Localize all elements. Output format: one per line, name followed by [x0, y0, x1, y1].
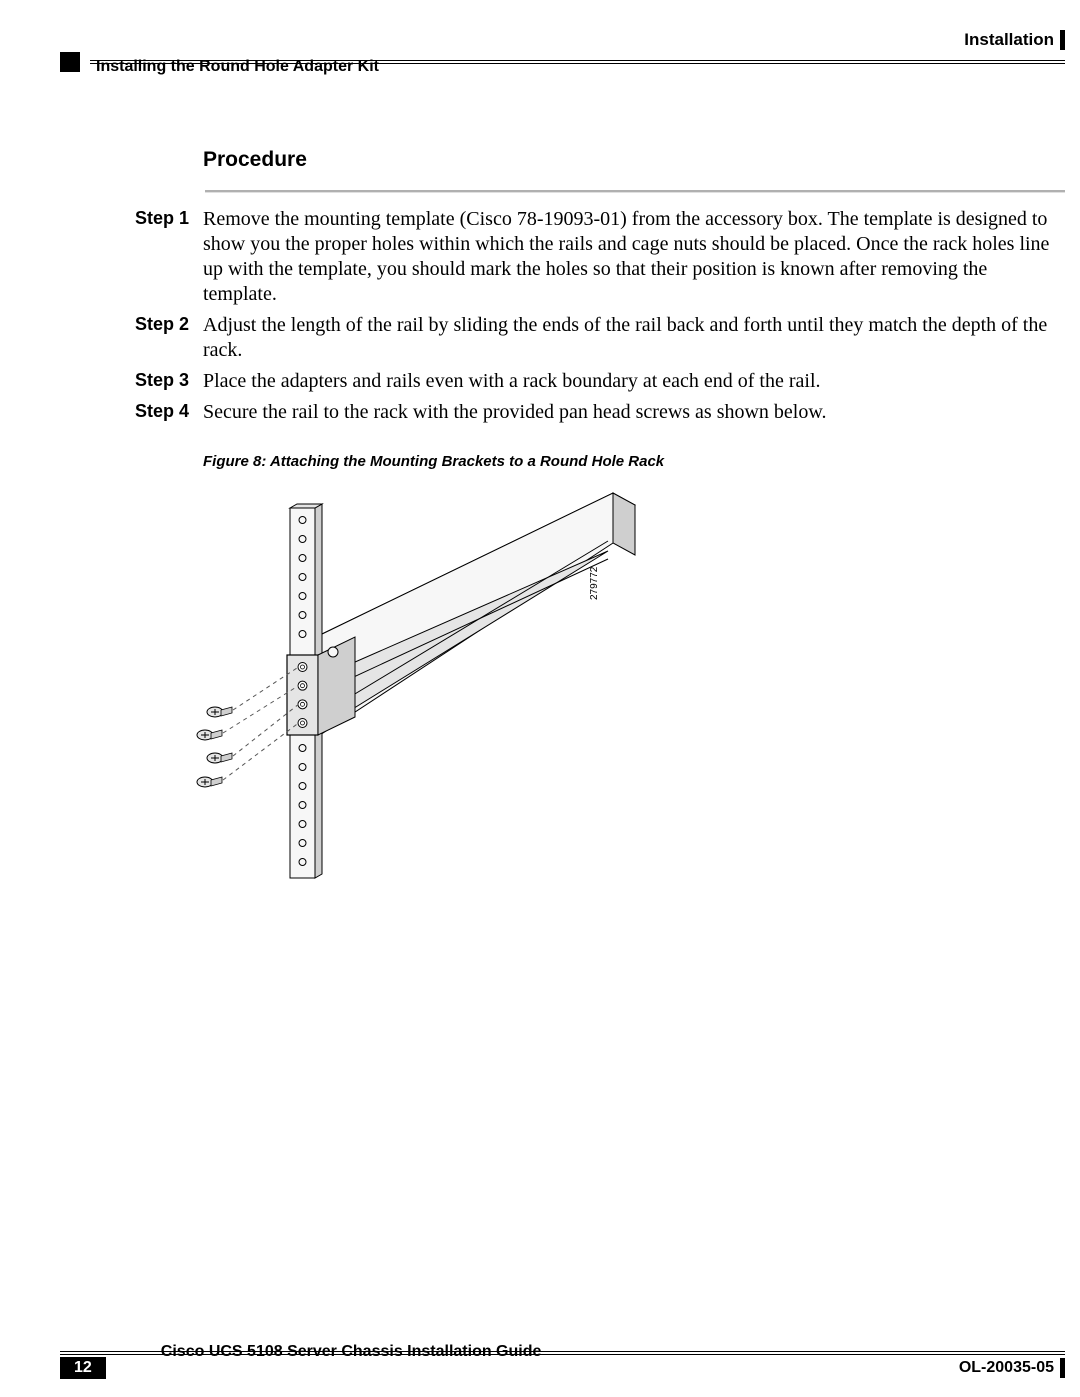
procedure-heading: Procedure [203, 148, 1065, 172]
figure-illustration: 279772 [195, 490, 1065, 891]
step-row: Step 3Place the adapters and rails even … [135, 369, 1065, 394]
procedure-divider [205, 190, 1065, 193]
footer-row: 12 Cisco UCS 5108 Server Chassis Install… [60, 1357, 1080, 1379]
chapter-title-container: Installation [964, 30, 1065, 50]
chapter-title: Installation [964, 30, 1054, 50]
chapter-title-bar [1060, 30, 1065, 50]
page-footer: 12 Cisco UCS 5108 Server Chassis Install… [60, 1351, 1080, 1379]
figure-caption: Figure 8: Attaching the Mounting Bracket… [203, 453, 1065, 470]
page-content: Procedure Step 1Remove the mounting temp… [135, 148, 1065, 891]
step-text: Remove the mounting template (Cisco 78-1… [203, 207, 1065, 307]
step-label: Step 1 [135, 207, 203, 307]
page-number: 12 [60, 1357, 106, 1379]
section-title: Installing the Round Hole Adapter Kit [96, 58, 379, 76]
steps-list: Step 1Remove the mounting template (Cisc… [135, 207, 1065, 425]
step-text: Adjust the length of the rail by sliding… [203, 313, 1065, 363]
step-label: Step 4 [135, 400, 203, 425]
step-row: Step 1Remove the mounting template (Cisc… [135, 207, 1065, 307]
section-marker-square [60, 52, 80, 72]
step-text: Place the adapters and rails even with a… [203, 369, 1065, 394]
step-row: Step 2Adjust the length of the rail by s… [135, 313, 1065, 363]
footer-doc-number-bar [1060, 1358, 1065, 1378]
step-text: Secure the rail to the rack with the pro… [203, 400, 1065, 425]
footer-doc-title: Cisco UCS 5108 Server Chassis Installati… [161, 1343, 542, 1361]
step-label: Step 3 [135, 369, 203, 394]
svg-text:279772: 279772 [589, 566, 600, 600]
footer-doc-number: OL-20035-05 [959, 1359, 1054, 1377]
step-row: Step 4Secure the rail to the rack with t… [135, 400, 1065, 425]
step-label: Step 2 [135, 313, 203, 363]
footer-doc-number-container: OL-20035-05 [959, 1358, 1065, 1378]
